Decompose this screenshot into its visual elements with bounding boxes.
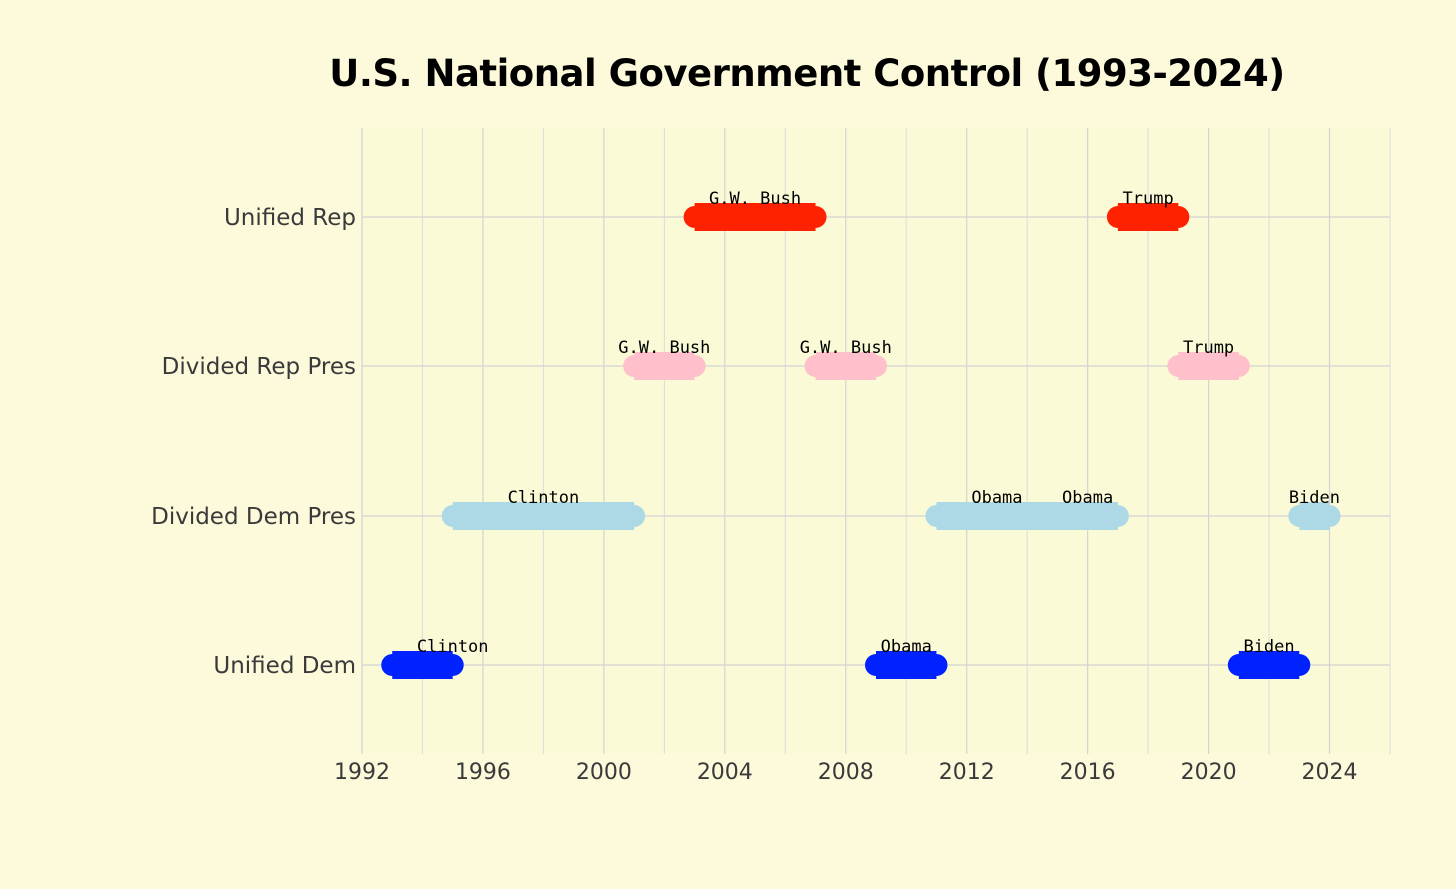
- bar-divided-dem-pres-1995-2001: [441, 502, 646, 530]
- bar-unified-dem-1993-1995: [381, 651, 464, 679]
- bar-cap: [804, 355, 887, 377]
- bar-cap: [683, 206, 827, 228]
- chart-title: U.S. National Government Control (1993-2…: [329, 52, 1285, 95]
- bar-divided-rep-pres-2001-2003: [623, 352, 706, 380]
- bar-cap: [441, 505, 646, 527]
- bar-cap: [381, 654, 464, 676]
- x-tick-label-2020: 2020: [1181, 760, 1237, 785]
- bar-labels: Clinton Clinton G.W. Bush G.W. Bush G.W. Bus…: [417, 189, 1340, 657]
- x-tick-label-2024: 2024: [1302, 760, 1358, 785]
- bar-cap: [1227, 654, 1311, 676]
- bar-divided-dem-pres-2023-2024: [1288, 502, 1341, 530]
- category-label-divided-rep-pres: Divided Rep Pres: [162, 354, 356, 380]
- range-bars: [381, 203, 1341, 679]
- bar-label-g-w-bush-4: G.W. Bush: [800, 338, 892, 358]
- bar-label-g-w-bush-2: G.W. Bush: [618, 338, 710, 358]
- plot-background: [362, 128, 1390, 754]
- bar-label-clinton-0: Clinton: [417, 637, 489, 657]
- bar-label-trump-8: Trump: [1123, 189, 1174, 209]
- bar-cap: [1288, 505, 1341, 527]
- bar-unified-rep-2003-2007: [683, 203, 827, 231]
- bar-unified-dem-2021-2023: [1227, 651, 1311, 679]
- bar-label-g-w-bush-3: G.W. Bush: [709, 189, 801, 209]
- x-tick-label-1992: 1992: [334, 760, 390, 785]
- bar-label-trump-9: Trump: [1183, 338, 1234, 358]
- bar-label-biden-11: Biden: [1289, 488, 1340, 508]
- bar-cap: [1167, 355, 1250, 377]
- x-tick-label-2016: 2016: [1060, 760, 1116, 785]
- bar-label-obama-5: Obama: [881, 637, 932, 657]
- x-tick-label-1996: 1996: [455, 760, 511, 785]
- bar-label-obama-7: Obama: [1062, 488, 1113, 508]
- bar-divided-dem-pres-2011-2017: [925, 502, 1129, 530]
- bar-label-clinton-1: Clinton: [508, 488, 580, 508]
- bar-cap: [925, 505, 1129, 527]
- x-tick-label-2012: 2012: [939, 760, 995, 785]
- bar-unified-dem-2009-2011: [865, 651, 948, 679]
- bar-unified-rep-2017-2019: [1106, 203, 1190, 231]
- bar-divided-rep-pres-2007-2009: [804, 352, 887, 380]
- category-label-divided-dem-pres: Divided Dem Pres: [151, 504, 356, 530]
- category-labels: Unified Rep Divided Rep Pres Divided Dem P…: [151, 205, 356, 679]
- x-tick-label-2000: 2000: [576, 760, 632, 785]
- category-label-unified-dem: Unified Dem: [213, 653, 356, 679]
- x-tick-label-2004: 2004: [697, 760, 753, 785]
- bar-cap: [1106, 206, 1190, 228]
- bar-cap: [623, 355, 706, 377]
- bar-divided-rep-pres-2019-2021: [1167, 352, 1250, 380]
- x-tick-label-2008: 2008: [818, 760, 874, 785]
- bar-label-obama-6: Obama: [971, 488, 1022, 508]
- category-label-unified-rep: Unified Rep: [224, 205, 356, 231]
- bar-label-biden-10: Biden: [1243, 637, 1294, 657]
- bar-cap: [865, 654, 948, 676]
- x-tick-labels: 1992 1996 2000 2004 2008 2012 2016 2020 2024: [334, 760, 1358, 785]
